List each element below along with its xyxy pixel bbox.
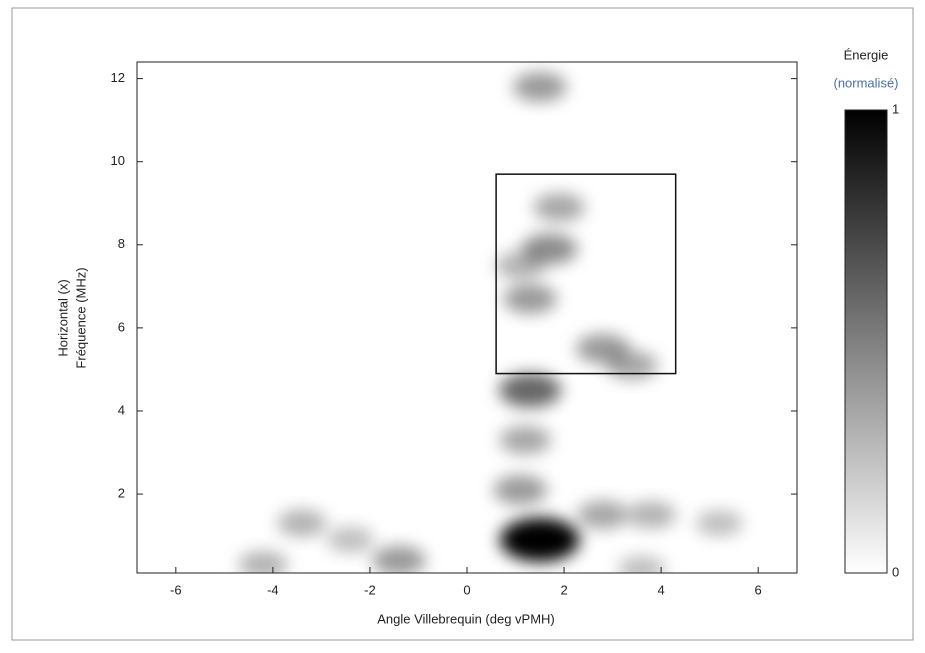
y-axis-label: Horizontal (x): [55, 279, 70, 356]
frame: [11, 7, 914, 641]
colorbar-tick-label: 0: [892, 564, 899, 579]
heat-blob: [512, 72, 567, 102]
y-tick-label: 12: [111, 70, 125, 85]
heat-blob: [499, 517, 580, 562]
x-tick-label: 0: [463, 582, 470, 597]
heat-blob: [626, 501, 677, 529]
heat-blob: [618, 555, 666, 573]
x-axis-label: Angle Villebrequin (deg vPMH): [377, 611, 555, 626]
y-tick-label: 2: [118, 486, 125, 501]
heat-blob: [498, 373, 562, 408]
heat-blob: [495, 251, 545, 280]
heat-blob: [577, 500, 629, 530]
x-tick-label: -6: [170, 582, 182, 597]
heat-blob: [695, 510, 743, 537]
x-tick-label: -4: [267, 582, 279, 597]
heat-blob: [372, 545, 426, 573]
x-tick-label: 6: [755, 582, 762, 597]
y-tick-label: 6: [118, 319, 125, 334]
x-tick-label: -2: [364, 582, 376, 597]
colorbar: [844, 109, 888, 574]
x-tick-label: 4: [658, 582, 665, 597]
y-tick-label: 8: [118, 236, 125, 251]
heat-blob: [606, 351, 658, 380]
y-tick-label: 4: [118, 402, 125, 417]
annotation-box: [495, 173, 677, 375]
colorbar-tick-label: 1: [892, 101, 899, 116]
y-tick-label: 10: [111, 153, 125, 168]
colorbar-title: Énergie: [844, 47, 889, 62]
heat-blob: [493, 475, 548, 505]
heat-blob: [238, 551, 288, 573]
heat-blob: [277, 509, 327, 537]
heat-blob: [327, 526, 375, 553]
heat-blob: [503, 284, 557, 314]
heat-blob: [533, 193, 585, 222]
colorbar-subtitle: (normalisé): [833, 75, 898, 90]
y-axis-label: Fréquence (MHz): [73, 267, 88, 368]
plot-frame: [136, 61, 798, 574]
x-tick-label: 2: [560, 582, 567, 597]
heat-blob: [499, 425, 551, 455]
heat-layer: [238, 72, 743, 573]
